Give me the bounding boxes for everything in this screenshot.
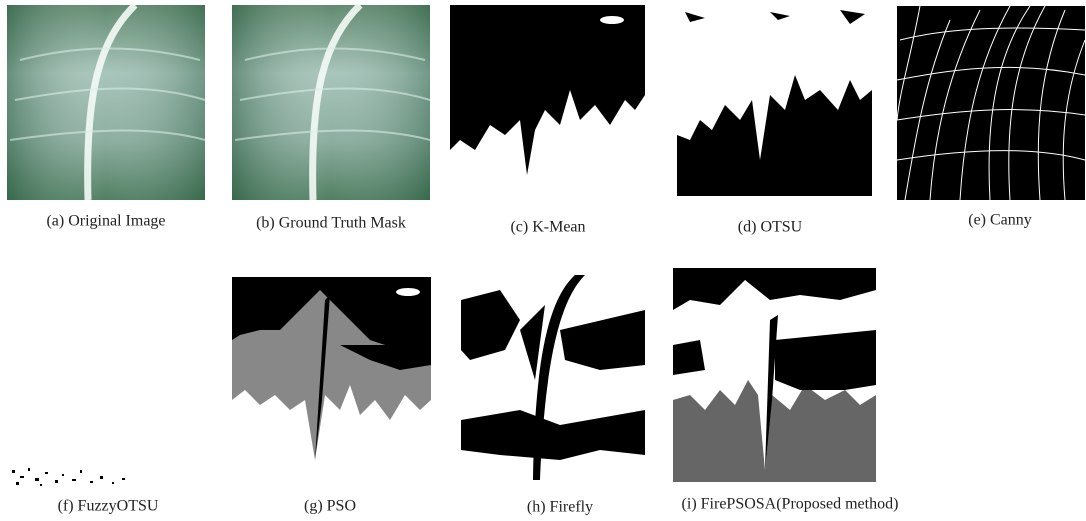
caption: (g) PSO: [304, 498, 356, 515]
image-firepsosa: [673, 268, 876, 482]
caption: (e) Canny: [968, 212, 1032, 229]
image-ground-truth: [232, 2, 431, 201]
caption: (a) Original Image: [46, 213, 165, 230]
caption: (c) K-Mean: [510, 219, 585, 236]
image-fuzzyotsu: [8, 270, 205, 488]
image-firefly: [461, 271, 645, 485]
caption: (b) Ground Truth Mask: [256, 215, 406, 232]
image-kmean: [450, 5, 645, 195]
caption: (h) Firefly: [527, 499, 593, 516]
caption: (i) FirePSOSA(Proposed method): [682, 496, 899, 513]
image-original: [7, 2, 206, 201]
caption: (d) OTSU: [738, 219, 803, 236]
image-pso: [232, 277, 431, 486]
caption: (f) FuzzyOTSU: [58, 498, 159, 515]
image-otsu: [677, 8, 872, 196]
image-canny: [896, 5, 1086, 201]
